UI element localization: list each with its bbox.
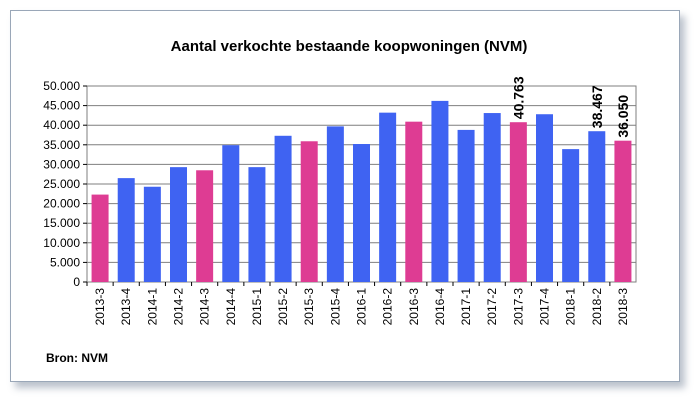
y-tick-label: 5.000 — [50, 255, 80, 269]
bar-2014-3 — [196, 170, 214, 282]
bar-2018-3 — [614, 140, 632, 282]
bar-2016-2 — [379, 112, 397, 282]
x-tick-label: 2016-2 — [381, 288, 395, 326]
x-tick-label: 2015-2 — [276, 288, 290, 326]
y-tick-label: 50.000 — [43, 79, 80, 93]
x-tick-label: 2015-3 — [302, 288, 316, 326]
x-tick-label: 2016-3 — [407, 288, 421, 326]
x-tick-label: 2016-4 — [433, 288, 447, 326]
x-tick-label: 2017-3 — [511, 288, 525, 326]
x-tick-label: 2018-3 — [616, 288, 630, 326]
x-tick-label: 2014-3 — [198, 288, 212, 326]
data-label-2018-3: 36.050 — [615, 95, 631, 138]
bar-2017-2 — [483, 113, 501, 282]
bar-2013-3 — [91, 194, 109, 282]
bar-2017-1 — [457, 129, 475, 282]
bar-2018-2 — [588, 131, 606, 282]
bar-2014-2 — [170, 167, 187, 282]
y-tick-label: 10.000 — [43, 236, 80, 250]
bar-2015-4 — [326, 126, 344, 282]
y-tick-label: 35.000 — [43, 138, 80, 152]
x-tick-label: 2014-2 — [172, 288, 186, 326]
bar-2016-4 — [431, 100, 449, 282]
data-label-2017-3: 40.763 — [510, 76, 526, 119]
bar-2014-1 — [143, 186, 161, 282]
x-tick-label: 2016-1 — [355, 288, 369, 326]
x-tick-label: 2014-4 — [224, 288, 238, 326]
bar-2015-2 — [274, 135, 292, 282]
x-tick-label: 2017-4 — [538, 288, 552, 326]
y-tick-label: 15.000 — [43, 216, 80, 230]
x-tick-label: 2014-1 — [145, 288, 159, 326]
x-tick-label: 2018-2 — [590, 288, 604, 326]
x-tick-label: 2013-4 — [119, 288, 133, 326]
x-tick-label: 2013-3 — [93, 288, 107, 326]
data-label-2018-2: 38.467 — [589, 85, 605, 128]
x-tick-label: 2018-1 — [564, 288, 578, 326]
bar-2017-3 — [509, 122, 527, 282]
y-tick-label: 40.000 — [43, 118, 80, 132]
x-tick-label: 2015-1 — [250, 288, 264, 326]
y-tick-label: 30.000 — [43, 157, 80, 171]
bar-2018-1 — [562, 149, 580, 282]
bar-2016-1 — [353, 144, 370, 282]
x-tick-label: 2015-4 — [328, 288, 342, 326]
bar-2015-1 — [248, 167, 266, 282]
bar-2016-3 — [405, 121, 423, 282]
x-tick-label: 2017-2 — [485, 288, 499, 326]
x-tick-label: 2017-1 — [459, 288, 473, 326]
bar-2017-4 — [536, 114, 553, 282]
y-tick-label: 20.000 — [43, 197, 80, 211]
bar-2013-4 — [117, 178, 135, 282]
bar-2014-4 — [222, 145, 240, 282]
bar-2015-3 — [300, 141, 318, 282]
chart-title: Aantal verkochte bestaande koopwoningen … — [170, 38, 528, 55]
source-note: Bron: NVM — [46, 351, 108, 365]
y-tick-label: 0 — [73, 275, 80, 289]
y-tick-label: 45.000 — [43, 99, 80, 113]
y-tick-label: 25.000 — [43, 177, 80, 191]
